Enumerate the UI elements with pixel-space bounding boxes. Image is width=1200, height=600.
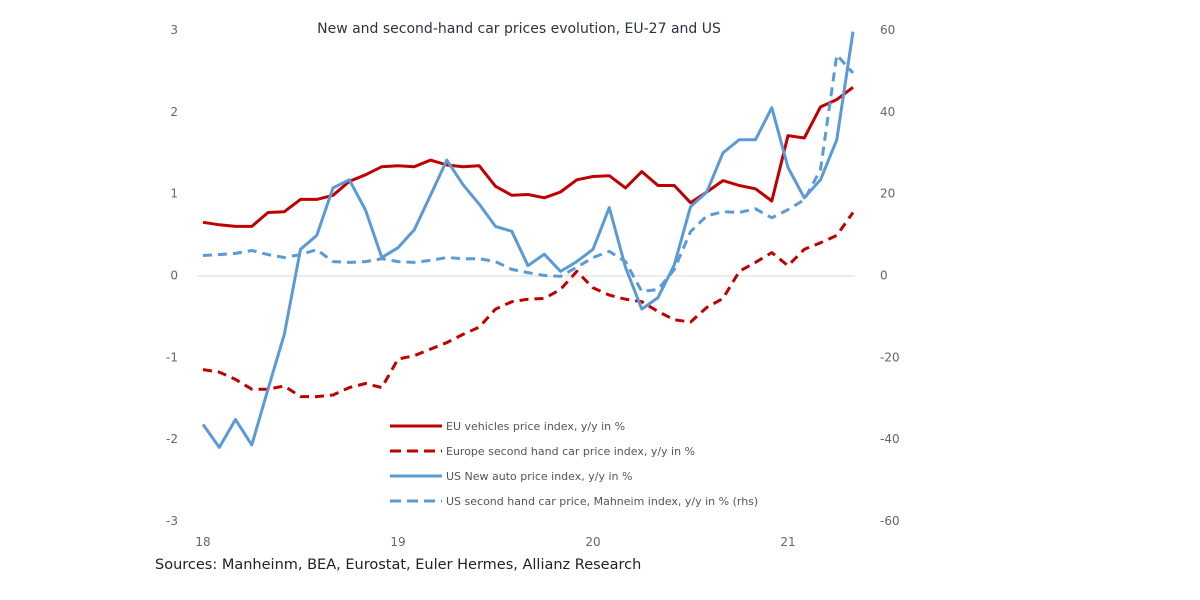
left-tick-label: 0 (170, 269, 178, 283)
legend: EU vehicles price index, y/y in % Europe … (390, 420, 758, 508)
source-note: Sources: Manheinm, BEA, Eurostat, Euler … (155, 557, 642, 573)
legend-label: US New auto price index, y/y in % (446, 470, 632, 483)
series-line-1 (202, 86, 854, 228)
right-tick-label: 20 (880, 187, 895, 201)
right-tick-label: -40 (880, 432, 900, 446)
legend-label: US second hand car price, Mahneim index,… (446, 495, 758, 508)
legend-label: Europe second hand car price index, y/y … (446, 445, 695, 458)
x-tick-label: 20 (585, 535, 600, 549)
right-tick-label: 0 (880, 269, 888, 283)
legend-item: US New auto price index, y/y in % (390, 470, 632, 483)
x-tick-label: 18 (195, 535, 210, 549)
x-tick-label: 19 (390, 535, 405, 549)
left-tick-label: 2 (170, 105, 178, 119)
series-lines (201, 31, 855, 449)
left-tick-label: -2 (166, 432, 178, 446)
series-line-4 (202, 53, 855, 293)
chart-title: New and second-hand car prices evolution… (317, 21, 721, 37)
legend-item: EU vehicles price index, y/y in % (390, 420, 625, 433)
right-axis: -60 -40 -20 0 20 40 60 (880, 23, 900, 528)
right-tick-label: 60 (880, 23, 895, 37)
left-tick-label: 3 (170, 23, 178, 37)
right-tick-label: 40 (880, 105, 895, 119)
series-line-3 (201, 31, 855, 449)
legend-label: EU vehicles price index, y/y in % (446, 420, 625, 433)
series-line-2 (202, 211, 855, 399)
right-tick-label: -20 (880, 350, 900, 364)
x-axis: 18 19 20 21 (195, 535, 795, 549)
left-axis: -3 -2 -1 0 1 2 3 (166, 23, 178, 528)
x-tick-label: 21 (780, 535, 795, 549)
left-tick-label: 1 (170, 187, 178, 201)
legend-item: US second hand car price, Mahneim index,… (390, 495, 758, 508)
left-tick-label: -3 (166, 514, 178, 528)
legend-item: Europe second hand car price index, y/y … (390, 445, 695, 458)
right-tick-label: -60 (880, 514, 900, 528)
left-tick-label: -1 (166, 350, 178, 364)
